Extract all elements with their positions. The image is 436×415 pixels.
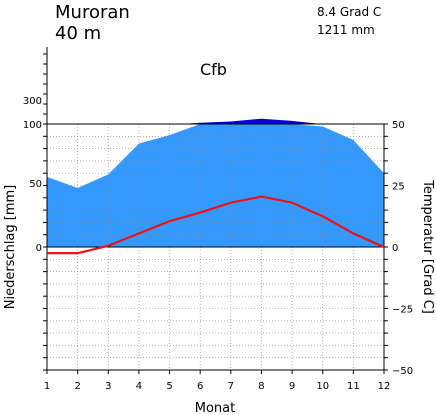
right-tick-label: 50 <box>392 120 405 131</box>
right-tick-label: 0 <box>392 243 398 254</box>
x-tick-label: 7 <box>228 381 234 392</box>
station-elevation: 40 m <box>55 23 101 44</box>
station-name: Muroran <box>55 2 130 23</box>
x-tick-label: 2 <box>74 381 80 392</box>
right-tick-label: −25 <box>392 305 413 316</box>
x-tick-label: 3 <box>105 381 111 392</box>
annual-precipitation: 1211 mm <box>317 23 375 37</box>
right-tick-label: 25 <box>392 182 405 193</box>
x-tick-label: 10 <box>316 381 329 392</box>
x-tick-label: 6 <box>197 381 203 392</box>
perhumid-area <box>182 118 321 124</box>
x-tick-label: 8 <box>258 381 264 392</box>
temperature-line <box>47 195 385 255</box>
x-tick-label: 9 <box>289 381 295 392</box>
x-tick-label: 11 <box>347 381 360 392</box>
climate-class: Cfb <box>200 60 227 79</box>
x-tick-label: 4 <box>136 381 142 392</box>
left-tick-label: 100 <box>23 120 42 131</box>
x-tick-label: 5 <box>166 381 172 392</box>
x-tick-label: 12 <box>378 381 391 392</box>
left-tick-label: 50 <box>29 179 42 190</box>
right-axis-title: Temperatur [Grad C] <box>420 179 435 314</box>
x-axis-title: Monat <box>195 401 235 415</box>
right-tick-label: −50 <box>392 366 413 377</box>
left-tick-label: 300 <box>23 96 42 107</box>
left-axis-title: Niederschlag [mm] <box>3 185 18 310</box>
left-tick-label: 0 <box>36 243 42 254</box>
x-tick-label: 1 <box>44 381 50 392</box>
mean-temperature: 8.4 Grad C <box>317 5 381 19</box>
